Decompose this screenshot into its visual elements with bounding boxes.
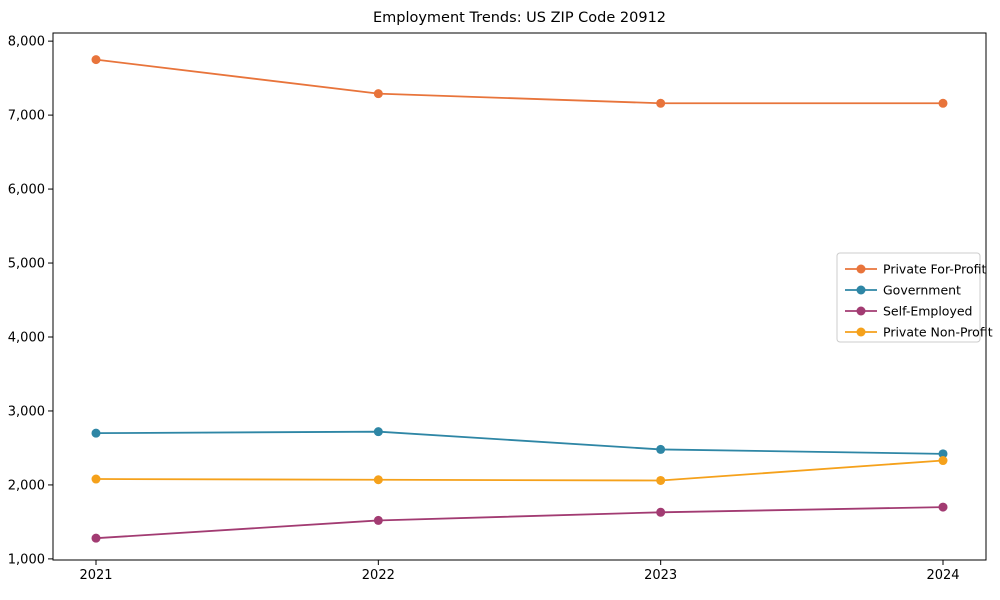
- x-axis-tick-label: 2021: [79, 568, 112, 583]
- series-line-government: [95, 430, 944, 455]
- series-marker-government: [938, 449, 948, 459]
- legend-label-private-non-profit: Private Non-Profit: [883, 325, 993, 340]
- y-axis-tick-label: 7,000: [8, 109, 45, 124]
- x-axis-tick-label: 2022: [362, 568, 395, 583]
- legend-marker-dot-private-non-profit: [856, 327, 866, 337]
- series-marker-government: [373, 427, 383, 437]
- series-marker-self-employed: [656, 507, 666, 517]
- x-axis-tick-label: 2023: [644, 568, 677, 583]
- series-marker-self-employed: [938, 502, 948, 512]
- legend-marker-dot-private-for-profit: [856, 264, 866, 274]
- series-line-private-non-profit: [95, 459, 944, 482]
- series-marker-self-employed: [373, 515, 383, 525]
- series-marker-private-non-profit: [656, 475, 666, 485]
- series-marker-private-non-profit: [938, 456, 948, 466]
- legend-label-government: Government: [883, 283, 961, 298]
- legend-marker-dot-government: [856, 285, 866, 295]
- series-marker-private-non-profit: [373, 475, 383, 485]
- legend-label-private-for-profit: Private For-Profit: [883, 262, 986, 277]
- x-axis-tick-label: 2024: [926, 568, 959, 583]
- legend-marker-dot-self-employed: [856, 306, 866, 316]
- y-axis-tick-label: 1,000: [8, 552, 45, 567]
- y-axis-tick-label: 4,000: [8, 330, 45, 345]
- series-marker-private-for-profit: [656, 98, 666, 108]
- y-axis-tick-label: 5,000: [8, 257, 45, 272]
- series-line-private-for-profit: [95, 58, 943, 105]
- series-marker-government: [656, 444, 666, 454]
- legend-box: [836, 252, 981, 343]
- series-marker-self-employed: [91, 533, 101, 543]
- series-marker-private-for-profit: [373, 89, 383, 99]
- series-marker-private-non-profit: [91, 474, 101, 484]
- series-marker-government: [91, 428, 101, 438]
- legend-label-self-employed: Self-Employed: [883, 304, 972, 319]
- plot-border: [52, 32, 987, 561]
- y-axis-tick-label: 6,000: [8, 183, 45, 198]
- y-axis-tick-label: 2,000: [8, 478, 45, 493]
- series-line-self-employed: [95, 506, 944, 540]
- y-axis-tick-label: 8,000: [8, 35, 45, 50]
- series-marker-private-for-profit: [91, 55, 101, 65]
- series-marker-private-for-profit: [938, 98, 948, 108]
- y-axis-tick-label: 3,000: [8, 404, 45, 419]
- chart-title: Employment Trends: US ZIP Code 20912: [372, 10, 667, 26]
